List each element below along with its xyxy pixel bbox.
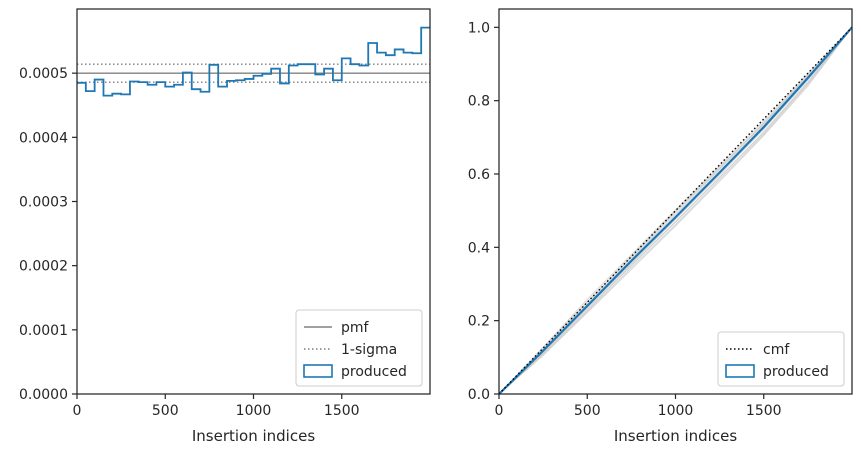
left-xtick-label: 500 bbox=[152, 403, 179, 419]
right-xtick-label: 500 bbox=[574, 403, 601, 419]
right-legend-box bbox=[717, 331, 845, 387]
left-legend-label-pmf: pmf bbox=[341, 320, 370, 336]
right-sample-line bbox=[498, 27, 853, 395]
right-xtick-label: 1500 bbox=[746, 403, 782, 419]
left-xtick-label: 0 bbox=[73, 403, 82, 419]
left-legend-label-produced: produced bbox=[341, 364, 407, 380]
right-legend-swatch-produced bbox=[725, 364, 755, 378]
left-panel-pmf-histogram: 0 500 1000 1500 0.0000 0.0001 0.0002 0.0003 0.00… bbox=[19, 8, 431, 445]
right-legend-label-cmf: cmf bbox=[763, 342, 790, 358]
left-ytick-label: 0.0003 bbox=[19, 195, 68, 211]
left-legend-label-1-sigma: 1-sigma bbox=[341, 342, 397, 358]
right-ytick-label: 0.2 bbox=[468, 314, 490, 330]
left-xlabel: Insertion indices bbox=[192, 427, 315, 445]
right-sample-line bbox=[498, 27, 853, 395]
right-xtick-label: 1000 bbox=[658, 403, 694, 419]
left-legend-swatch-produced bbox=[303, 364, 333, 378]
left-ytick-label: 0.0005 bbox=[19, 66, 68, 82]
right-legend-label-produced: produced bbox=[763, 364, 829, 380]
right-sample-line bbox=[498, 27, 853, 395]
left-xtick-label: 1500 bbox=[324, 403, 360, 419]
right-panel-cmf-plot: 0 500 1000 1500 0.0 0.2 0.4 0.6 0.8 1.0 Insertion … bbox=[468, 8, 853, 445]
right-xtick-label: 0 bbox=[495, 403, 504, 419]
right-cmf-line bbox=[498, 26, 853, 395]
right-produced-line bbox=[498, 26, 853, 395]
right-sample-line bbox=[498, 26, 853, 395]
left-legend-box bbox=[295, 309, 423, 387]
left-ytick-label: 0.0001 bbox=[19, 323, 68, 339]
right-ytick-label: 0.6 bbox=[468, 167, 490, 183]
left-ytick-label: 0.0002 bbox=[19, 259, 68, 275]
right-ytick-label: 1.0 bbox=[468, 20, 490, 36]
left-produced-step-line bbox=[77, 26, 430, 97]
left-xtick-label: 1000 bbox=[236, 403, 272, 419]
left-ytick-label: 0.0004 bbox=[19, 130, 68, 146]
left-ytick-label: 0.0000 bbox=[19, 387, 68, 403]
left-axes-frame bbox=[76, 8, 431, 395]
right-axes-frame bbox=[498, 8, 853, 395]
right-ytick-label: 0.0 bbox=[468, 387, 490, 403]
right-ytick-label: 0.4 bbox=[468, 240, 490, 256]
right-xlabel: Insertion indices bbox=[614, 427, 737, 445]
right-sample-line bbox=[498, 27, 853, 395]
right-ytick-label: 0.8 bbox=[468, 94, 490, 110]
